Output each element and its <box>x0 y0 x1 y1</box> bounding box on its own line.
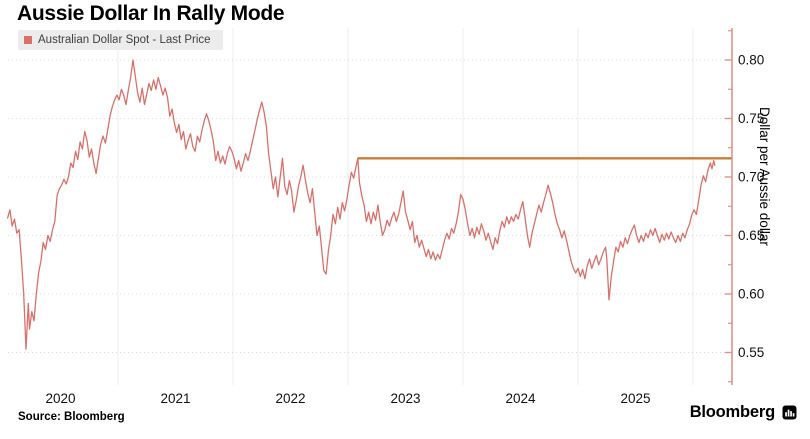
legend: Australian Dollar Spot - Last Price <box>18 30 223 50</box>
y-tick-label: 0.80 <box>738 53 764 68</box>
y-tick-label: 0.60 <box>738 287 764 302</box>
y-axis-title: Dollar per Aussie dollar <box>757 107 772 246</box>
legend-swatch-icon <box>24 36 32 44</box>
y-tick-label: 0.65 <box>738 228 764 243</box>
price-line <box>6 59 716 350</box>
x-tick-label: 2021 <box>160 391 190 406</box>
legend-label: Australian Dollar Spot - Last Price <box>38 34 211 46</box>
x-tick-label: 2022 <box>275 391 305 406</box>
bloomberg-brand: Bloomberg <box>690 403 797 422</box>
bloomberg-logo-icon <box>782 405 797 420</box>
y-tick-label: 0.75 <box>738 111 764 126</box>
bloomberg-wordmark: Bloomberg <box>689 403 775 421</box>
y-tick-label: 0.70 <box>738 170 764 185</box>
source-attribution: Source: Bloomberg <box>18 411 125 423</box>
x-tick-label: 2024 <box>505 391 536 406</box>
x-tick-label: 2025 <box>620 391 650 406</box>
x-tick-label: 2020 <box>45 391 75 406</box>
y-tick-label: 0.55 <box>738 345 764 360</box>
page-title: Aussie Dollar In Rally Mode <box>17 2 285 25</box>
x-tick-label: 2023 <box>390 391 420 406</box>
